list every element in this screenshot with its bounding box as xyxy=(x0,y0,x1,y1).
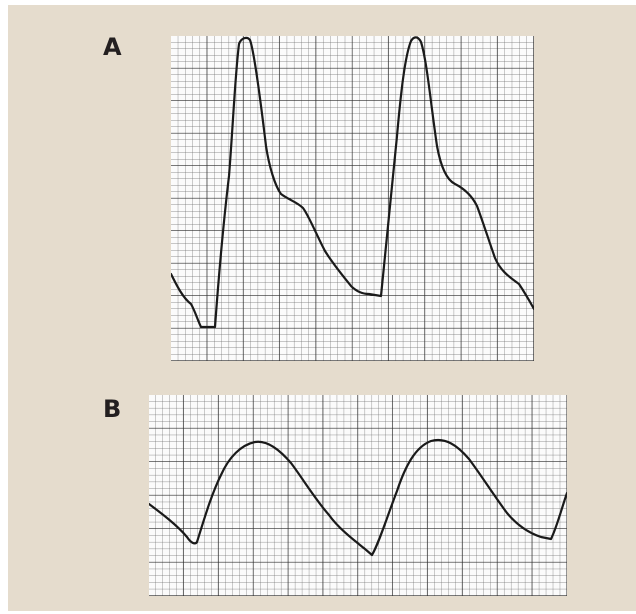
panel-a-tracing xyxy=(171,36,534,361)
pressure-trace-a xyxy=(171,36,534,329)
panel-b-label: B xyxy=(103,395,122,423)
panel-a-label: A xyxy=(103,33,122,61)
panel-a-svg xyxy=(171,36,534,361)
panel-b-tracing xyxy=(149,395,567,596)
figure-frame: A B xyxy=(8,5,636,611)
grid-major xyxy=(149,395,567,596)
panel-b-svg xyxy=(149,395,567,596)
pressure-trace-b xyxy=(149,438,567,557)
